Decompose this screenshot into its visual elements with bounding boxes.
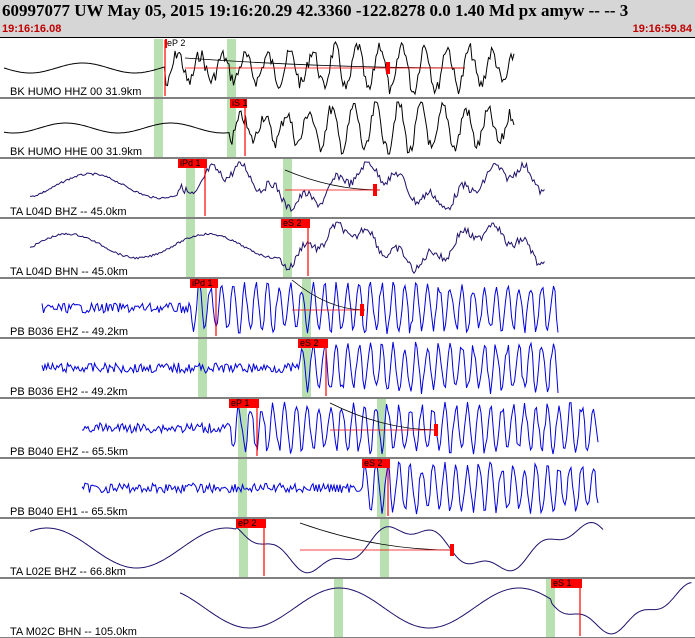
channel-row: eS 2 TA L04D BHN -- 45.0km [0,218,695,279]
channel-row: eP 2 TA L02E BHZ -- 66.8km [0,518,695,579]
channel-row: eS 2 PB B036 EH2 -- 49.2km [0,338,695,399]
arrival-band [334,579,343,637]
arrival-band [302,339,311,397]
seismogram-panel[interactable]: eP 2 BK HUMO HHZ 00 31.9km iS 1 BK HUMO HHE… [0,38,695,638]
waveform-trace [81,401,599,455]
arrival-band [546,579,555,637]
pick-label: iPd 1 [192,278,213,288]
coda-curve [299,522,453,551]
channel-row: eP 2 BK HUMO HHZ 00 31.9km [0,38,695,99]
pick-label: eP 2 [167,38,185,48]
channel-label: PB B040 EH1 -- 65.5km [10,506,127,518]
pick-label: iS 1 [232,98,248,108]
arrival-band [154,39,163,97]
arrival-band [186,219,195,277]
arrival-band [186,159,195,217]
event-header: 60997077 UW May 05, 2015 19:16:20.29 42.… [0,0,695,38]
waveform-trace [29,521,604,574]
pick-flag [178,159,207,168]
waveform-trace [3,101,515,155]
pick-flag [236,519,266,528]
channel-label: PB B040 EHZ -- 65.5km [10,446,128,458]
channel-label: BK HUMO HHZ 00 31.9km [10,86,141,98]
pick-label: iPd 1 [180,158,201,168]
channel-row: iPd 1 TA L04D BHZ -- 45.0km [0,158,695,219]
waveform-trace [81,460,599,515]
pick-label: eP 1 [231,398,249,408]
channel-row: iS 1 BK HUMO HHE 00 31.9km [0,98,695,159]
waveform-trace [41,281,559,335]
arrival-band [302,279,311,337]
pick-label: eS 2 [300,338,319,348]
pick-flag [298,339,328,348]
arrival-band [380,519,389,577]
amplitude-marker [360,304,364,316]
arrival-band [283,159,292,217]
channel-label: BK HUMO HHE 00 31.9km [10,146,142,158]
channel-label: TA L02E BHZ -- 66.8km [10,566,126,578]
arrival-band [227,99,236,157]
pick-label: eS 2 [364,458,383,468]
arrival-band [238,399,247,457]
pick-flag [190,279,218,288]
waveform-trace [41,341,559,395]
channel-label: PB B036 EHZ -- 49.2km [10,326,128,338]
arrival-band [238,459,247,517]
waveform-trace [3,41,515,96]
pick-flag [362,459,390,468]
window-end-time: 19:16:59.84 [632,23,692,35]
channel-row: eS 2 PB B040 EH1 -- 65.5km [0,458,695,519]
channel-row: eS 1 TA M02C BHN -- 105.0km [0,578,695,638]
pick-flag [551,579,582,588]
waveform-trace [29,160,545,212]
pick-flag [281,219,310,228]
amplitude-marker [386,62,390,74]
arrival-band [377,399,386,457]
channel-label: PB B036 EH2 -- 49.2km [10,386,127,398]
amplitude-marker [450,544,454,556]
pick-flag [165,39,167,48]
event-title: 60997077 UW May 05, 2015 19:16:20.29 42.… [2,1,629,20]
pick-label: eS 2 [283,218,302,228]
arrival-band [377,459,386,517]
channel-label: TA L04D BHZ -- 45.0km [10,206,127,218]
channel-row: iPd 1 PB B036 EHZ -- 49.2km [0,278,695,339]
arrival-band [283,219,292,277]
arrival-band [239,519,248,577]
waveform-trace [179,582,692,635]
pick-label: eP 2 [238,518,256,528]
arrival-band [198,339,207,397]
channel-row: eP 1 PB B040 EHZ -- 65.5km [0,398,695,459]
pick-label: eS 1 [553,578,572,588]
channel-label: TA M02C BHN -- 105.0km [10,626,137,638]
pick-flag [230,99,247,108]
amplitude-marker [373,184,377,196]
amplitude-marker [434,424,438,436]
waveform-trace [29,221,545,275]
channel-label: TA L04D BHN -- 45.0km [10,266,128,278]
window-start-time: 19:16:16.08 [2,23,62,35]
arrival-band [154,99,163,157]
pick-flag [229,399,259,408]
